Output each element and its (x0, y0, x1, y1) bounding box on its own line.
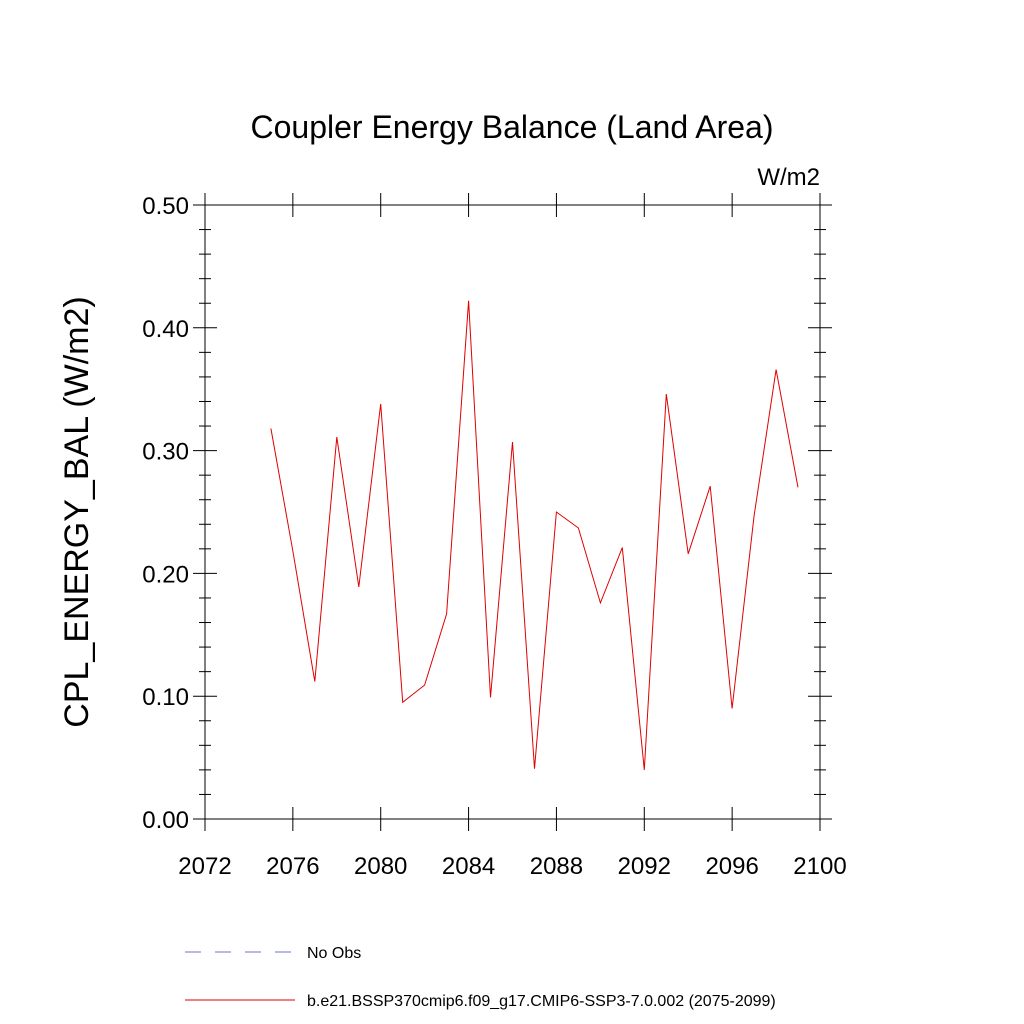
y-tick-label: 0.50 (142, 193, 189, 220)
x-tick-label: 2096 (705, 853, 758, 880)
x-tick-label: 2088 (530, 853, 583, 880)
legend: No Obs b.e21.BSSP370cmip6.f09_g17.CMIP6-S… (185, 945, 776, 1010)
y-axis-label: CPL_ENERGY_BAL (W/m2) (58, 296, 96, 727)
y-tick-label: 0.30 (142, 439, 189, 466)
data-series (270, 300, 799, 770)
axis-ticks (193, 193, 832, 831)
legend-label: No Obs (307, 945, 361, 962)
x-tick-label: 2072 (178, 853, 231, 880)
x-tick-label: 2076 (266, 853, 319, 880)
series-line (270, 300, 799, 770)
y-tick-label: 0.10 (142, 684, 189, 711)
x-tick-label: 2100 (793, 853, 846, 880)
units-label: W/m2 (757, 164, 820, 191)
y-tick-label: 0.20 (142, 561, 189, 588)
y-tick-label: 0.40 (142, 316, 189, 343)
chart-title: Coupler Energy Balance (Land Area) (251, 109, 774, 145)
x-tick-labels: 2072 2076 2080 2084 2088 2092 2096 2100 (178, 853, 846, 880)
plot-frame (204, 204, 821, 820)
x-tick-label: 2084 (442, 853, 495, 880)
x-tick-label: 2080 (354, 853, 407, 880)
y-tick-label: 0.00 (142, 807, 189, 834)
legend-label: b.e21.BSSP370cmip6.f09_g17.CMIP6-SSP3-7.… (307, 993, 776, 1010)
x-tick-label: 2092 (618, 853, 671, 880)
y-tick-labels: 0.00 0.10 0.20 0.30 0.40 0.50 (142, 193, 189, 834)
